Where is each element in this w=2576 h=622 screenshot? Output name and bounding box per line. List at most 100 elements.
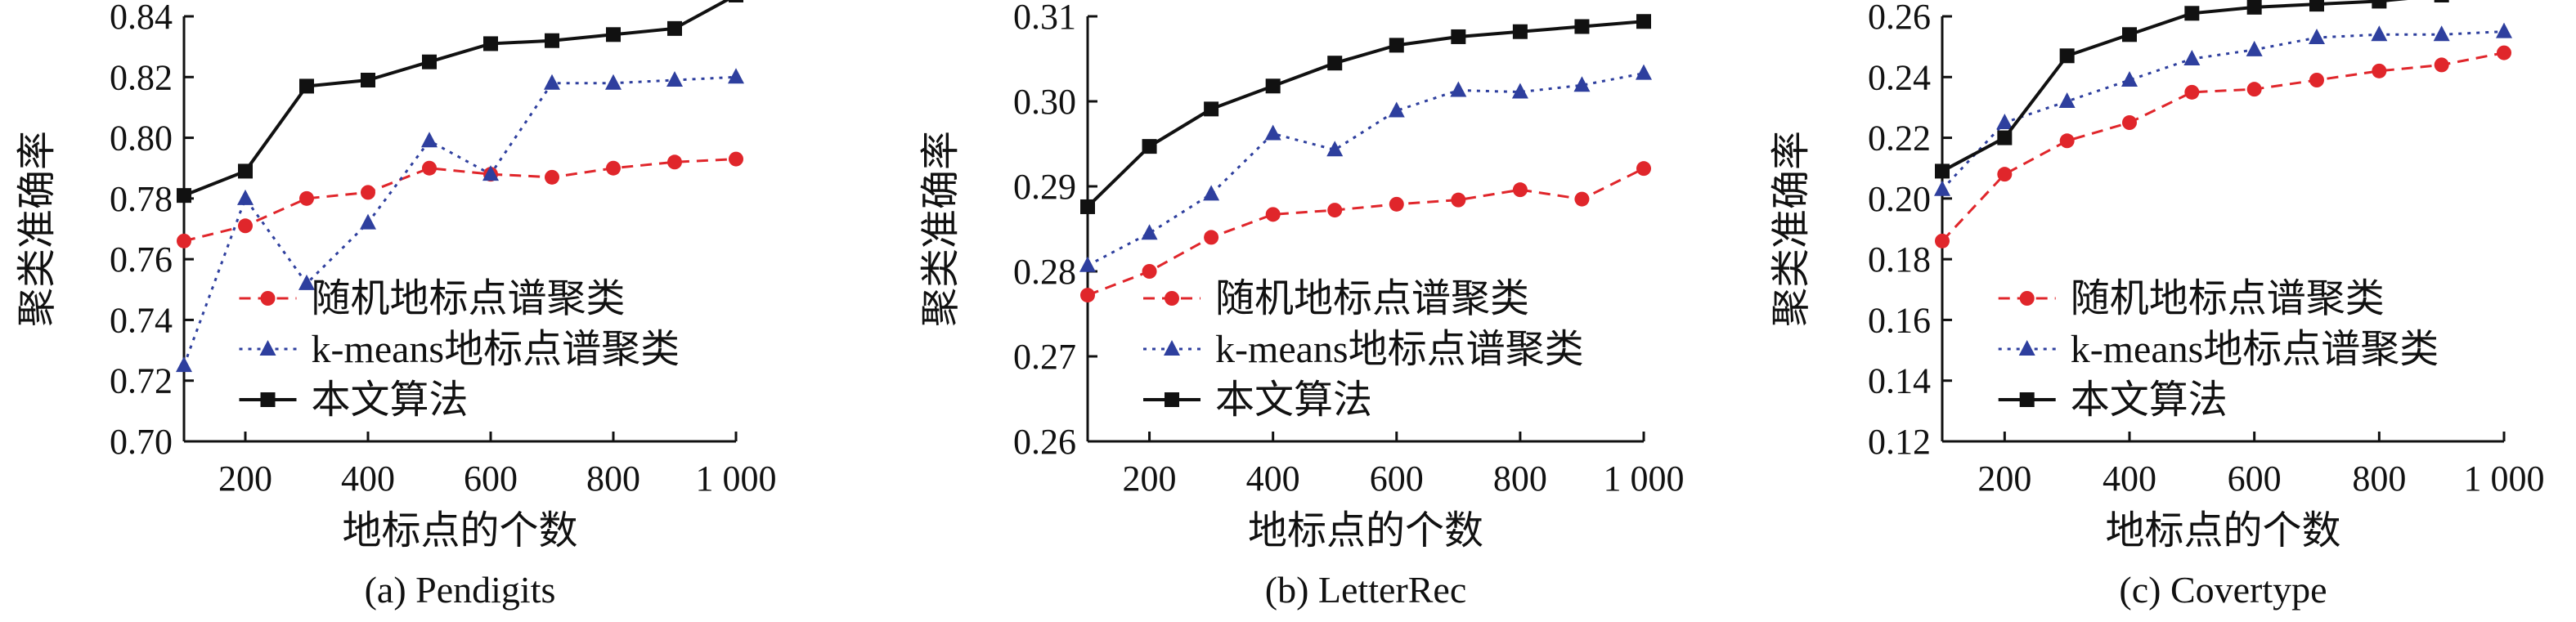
data-point	[2059, 133, 2075, 149]
series-line	[1086, 20, 1645, 208]
data-point	[422, 54, 437, 69]
y-tick-label: 0.72	[110, 361, 173, 401]
x-tick-label: 800	[2352, 459, 2406, 499]
y-tick-label: 0.70	[110, 422, 173, 462]
data-point	[1389, 38, 1404, 53]
panel-caption: (a) Pendigits	[365, 569, 556, 611]
data-point	[2496, 22, 2512, 38]
x-tick-label: 1 000	[2464, 459, 2545, 499]
data-point	[1265, 207, 1281, 222]
data-point	[1451, 192, 1466, 208]
series-square	[1080, 14, 1651, 214]
legend-marker	[1164, 340, 1180, 356]
data-point	[1935, 233, 1950, 248]
data-point	[2184, 6, 2200, 21]
y-tick-label: 0.29	[1013, 167, 1076, 207]
y-tick-label: 0.12	[1868, 422, 1931, 462]
data-point	[2371, 25, 2388, 42]
y-tick-label: 0.78	[110, 179, 173, 219]
y-tick-label: 0.28	[1013, 252, 1076, 292]
data-point	[2434, 0, 2449, 2]
legend-label: 本文算法	[1215, 378, 1372, 422]
data-point	[1204, 230, 1219, 245]
y-tick-label: 0.76	[110, 239, 173, 280]
data-point	[1450, 81, 1467, 97]
data-point	[2122, 27, 2137, 43]
legend-marker	[260, 291, 276, 306]
data-point	[666, 71, 683, 87]
legend-label: k-means地标点谱聚类	[1215, 328, 1584, 371]
data-point	[1141, 224, 1158, 240]
data-point	[606, 160, 621, 176]
data-point	[1573, 76, 1591, 92]
data-point	[2059, 48, 2075, 64]
y-tick-label: 0.14	[1868, 361, 1931, 401]
y-axis-label: 聚类准确率	[16, 131, 59, 327]
x-tick-label: 800	[586, 459, 640, 499]
chart-panel-1: 0.70 0.72 0.74 0.76 0.78 0.80 0.82 0.84 200 400 60…	[16, 0, 777, 611]
data-point	[361, 185, 375, 200]
y-tick-label: 0.82	[110, 57, 173, 97]
data-point	[1326, 141, 1344, 157]
y-tick-label: 0.30	[1013, 82, 1076, 122]
legend-marker	[259, 340, 276, 356]
data-point	[2246, 40, 2263, 56]
series-square	[177, 0, 743, 204]
data-point	[482, 165, 499, 181]
data-point	[422, 160, 437, 176]
series-line	[1087, 167, 1645, 297]
y-tick-label: 0.16	[1868, 300, 1931, 340]
data-point	[1389, 196, 1404, 212]
data-point	[2121, 71, 2138, 87]
data-point	[1203, 185, 1220, 201]
y-tick-label: 0.18	[1868, 239, 1931, 280]
data-point	[1996, 114, 2013, 129]
data-point	[1935, 163, 1950, 179]
data-point	[606, 27, 621, 43]
chart-panel-3: 0.12 0.14 0.16 0.18 0.20 0.22 0.24 0.26 200 400 60…	[1770, 0, 2545, 611]
data-point	[483, 36, 498, 51]
x-tick-label: 600	[464, 459, 518, 499]
x-tick-label: 400	[1246, 459, 1300, 499]
legend-label: 本文算法	[2071, 378, 2228, 422]
data-point	[360, 213, 376, 230]
x-tick-label: 1 000	[696, 459, 777, 499]
y-tick-label: 0.31	[1013, 0, 1076, 37]
data-point	[1997, 167, 2013, 182]
data-point	[1511, 83, 1528, 99]
data-point	[298, 274, 315, 290]
data-point	[729, 0, 743, 2]
series-line	[1087, 72, 1645, 267]
x-axis-label: 地标点的个数	[1248, 509, 1483, 553]
data-point	[729, 151, 743, 167]
data-point	[1327, 56, 1343, 71]
data-point	[1264, 124, 1281, 141]
data-point	[545, 33, 559, 48]
x-tick-label: 1 000	[1604, 459, 1685, 499]
x-tick-label: 400	[2103, 459, 2156, 499]
data-point	[2122, 115, 2137, 130]
data-point	[361, 73, 375, 87]
panel-caption: (c) Covertype	[2119, 569, 2327, 611]
data-point	[2246, 82, 2262, 97]
series-triangle	[176, 68, 744, 373]
data-point	[2309, 73, 2324, 87]
legend-label: k-means地标点谱聚类	[2071, 328, 2439, 371]
y-axis-label: 聚类准确率	[919, 131, 963, 327]
data-point	[1636, 14, 1651, 29]
data-point	[605, 74, 622, 90]
series-circle	[1935, 45, 2511, 248]
series-square	[1935, 0, 2449, 179]
series-line	[1941, 0, 2408, 173]
legend-label: 本文算法	[312, 378, 469, 422]
legend-marker	[2018, 340, 2035, 356]
data-point	[2058, 92, 2076, 108]
legend-label: k-means地标点谱聚类	[312, 328, 680, 371]
legend-marker	[2019, 392, 2035, 407]
data-point	[1934, 180, 1950, 196]
data-point	[1142, 264, 1157, 279]
y-tick-label: 0.24	[1868, 57, 1931, 97]
data-point	[667, 154, 682, 170]
panel-caption: (b) LetterRec	[1265, 569, 1466, 611]
x-axis-label: 地标点的个数	[342, 509, 577, 553]
